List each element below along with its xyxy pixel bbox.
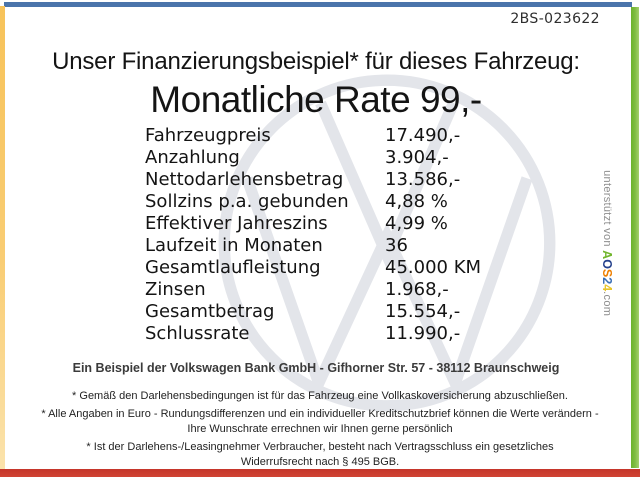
table-row: Gesamtbetrag 15.554,- [145, 301, 545, 323]
vw-logo-watermark-icon [218, 74, 556, 412]
supported-by-credit: unterstützt von AOS24.com [588, 150, 626, 360]
row-value: 13.586,- [385, 169, 461, 190]
aos24-logo: 4 [600, 284, 614, 292]
disclaimer-text: * Ist der Darlehens-/Leasingnehmer Verbr… [86, 441, 554, 468]
row-value: 11.990,- [385, 323, 461, 344]
right-border-bar [631, 7, 639, 468]
page-title: Unser Finanzierungsbeispiel* für dieses … [52, 48, 580, 75]
row-value: 15.554,- [385, 301, 461, 322]
table-row: Schlussrate 11.990,- [145, 323, 545, 345]
row-label: Sollzins p.a. gebunden [145, 191, 349, 212]
left-border-bar [0, 6, 5, 469]
table-row: Anzahlung 3.904,- [145, 147, 545, 169]
row-label: Laufzeit in Monaten [145, 235, 323, 256]
table-row: Laufzeit in Monaten 36 [145, 235, 545, 257]
row-label: Gesamtlaufleistung [145, 257, 321, 278]
row-label: Fahrzeugpreis [145, 125, 271, 146]
finance-table: Fahrzeugpreis 17.490,- Anzahlung 3.904,-… [145, 125, 545, 345]
row-label: Anzahlung [145, 147, 240, 168]
aos24-logo: O [600, 259, 614, 269]
bank-address-line: Ein Beispiel der Volkswagen Bank GmbH - … [72, 361, 560, 375]
row-label: Zinsen [145, 279, 206, 300]
row-label: Effektiver Jahreszins [145, 213, 328, 234]
row-label: Gesamtbetrag [145, 301, 275, 322]
row-value: 1.968,- [385, 279, 449, 300]
row-value: 3.904,- [385, 147, 449, 168]
bottom-border-bar [0, 469, 640, 477]
aos24-logo: S [600, 268, 614, 278]
row-value: 17.490,- [385, 125, 461, 146]
disclaimer-text: * Alle Angaben in Euro - Rundungsdiffere… [41, 408, 599, 435]
aos24-logo: 2 [600, 277, 614, 285]
row-label: Nettodarlehensbetrag [145, 169, 344, 190]
row-value: 36 [385, 235, 408, 256]
row-label: Schlussrate [145, 323, 250, 344]
top-border-bar [4, 2, 632, 7]
disclaimer-block: * Gemäß den Darlehensbedingungen ist für… [20, 389, 620, 473]
table-row: Sollzins p.a. gebunden 4,88 % [145, 191, 545, 213]
row-value: 4,88 % [385, 191, 448, 212]
row-value: 45.000 KM [385, 257, 482, 278]
table-row: Fahrzeugpreis 17.490,- [145, 125, 545, 147]
table-row: Nettodarlehensbetrag 13.586,- [145, 169, 545, 191]
reference-number: 2BS-023622 [510, 11, 600, 27]
table-row: Effektiver Jahreszins 4,99 % [145, 213, 545, 235]
table-row: Gesamtlaufleistung 45.000 KM [145, 257, 545, 279]
aos24-logo: A [600, 250, 614, 260]
supported-by-label: unterstützt von [601, 170, 613, 251]
monthly-rate-headline: Monatliche Rate 99,- [150, 79, 482, 120]
disclaimer-text: * Gemäß den Darlehensbedingungen ist für… [72, 390, 568, 402]
row-value: 4,99 % [385, 213, 448, 234]
domain-suffix: .com [601, 291, 613, 317]
table-row: Zinsen 1.968,- [145, 279, 545, 301]
